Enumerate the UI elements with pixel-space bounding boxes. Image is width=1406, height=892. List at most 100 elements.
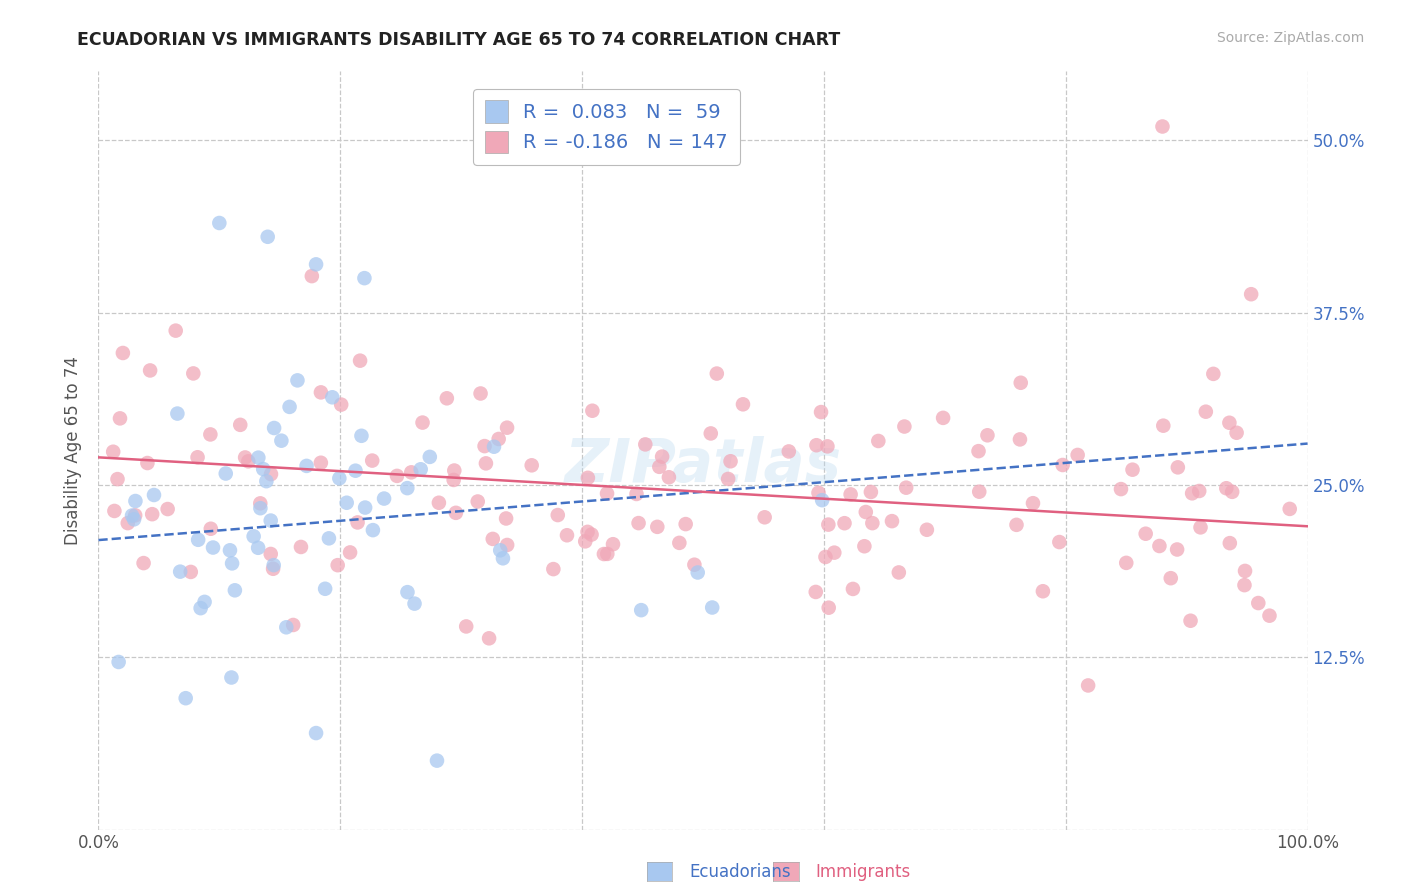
Point: [1005, 517, 1028, 532]
Point: [1219, 536, 1241, 550]
Point: [290, 540, 312, 554]
Point: [256, 229, 278, 244]
Point: [496, 420, 519, 434]
Point: [492, 551, 515, 566]
Point: [1052, 458, 1074, 472]
Point: [1135, 526, 1157, 541]
Point: [396, 481, 419, 495]
Point: [1258, 608, 1281, 623]
Point: [373, 491, 395, 506]
Point: [842, 582, 865, 596]
Point: [200, 427, 222, 442]
Point: [817, 517, 839, 532]
Point: [419, 450, 441, 464]
Point: [860, 516, 883, 530]
Point: [717, 472, 740, 486]
Point: [1234, 564, 1257, 578]
Point: [706, 367, 728, 381]
Point: [443, 473, 465, 487]
Point: [1008, 433, 1031, 447]
Point: [1115, 556, 1137, 570]
Point: [478, 632, 501, 646]
Point: [354, 500, 377, 515]
Point: [295, 458, 318, 473]
Point: [470, 386, 492, 401]
Point: [252, 462, 274, 476]
Point: [385, 469, 408, 483]
Point: [427, 496, 450, 510]
Point: [475, 456, 498, 470]
Point: [976, 428, 998, 442]
Point: [456, 619, 478, 633]
Point: [720, 454, 742, 468]
Point: [634, 437, 657, 451]
Point: [868, 434, 890, 448]
Point: [249, 496, 271, 510]
Point: [321, 390, 343, 404]
Point: [247, 450, 270, 465]
Point: [143, 488, 166, 502]
Point: [166, 407, 188, 421]
Point: [647, 520, 669, 534]
Point: [495, 511, 517, 525]
Point: [108, 411, 131, 425]
Point: [404, 597, 426, 611]
Point: [326, 558, 349, 573]
Point: [318, 532, 340, 546]
Point: [1166, 542, 1188, 557]
Point: [481, 532, 503, 546]
Point: [215, 467, 238, 481]
Point: [247, 541, 270, 555]
Point: [180, 565, 202, 579]
Point: [396, 585, 419, 599]
Point: [224, 583, 246, 598]
Point: [683, 558, 706, 572]
Point: [124, 494, 146, 508]
Point: [1149, 539, 1171, 553]
Point: [668, 536, 690, 550]
Point: [309, 385, 332, 400]
Point: [1010, 376, 1032, 390]
Text: ZIPatlas: ZIPatlas: [564, 436, 842, 495]
Point: [702, 600, 724, 615]
Point: [305, 257, 328, 271]
Point: [238, 454, 260, 468]
Point: [165, 324, 187, 338]
Point: [260, 514, 283, 528]
Point: [1180, 614, 1202, 628]
Point: [1152, 418, 1174, 433]
Point: [361, 523, 384, 537]
Point: [287, 373, 309, 387]
Point: [278, 400, 301, 414]
Point: [1218, 416, 1240, 430]
Point: [576, 524, 599, 539]
Point: [283, 618, 305, 632]
Point: [859, 485, 882, 500]
Point: [581, 527, 603, 541]
Point: [1047, 535, 1070, 549]
Point: [778, 444, 800, 458]
Point: [658, 470, 681, 484]
Point: [254, 474, 277, 488]
Point: [136, 456, 159, 470]
Point: [593, 547, 616, 561]
Point: [574, 534, 596, 549]
Point: [426, 754, 449, 768]
Point: [443, 463, 465, 477]
Point: [301, 269, 323, 284]
Point: [169, 565, 191, 579]
Point: [260, 467, 283, 482]
Point: [249, 501, 271, 516]
Point: [263, 421, 285, 435]
Point: [467, 494, 489, 508]
Point: [853, 539, 876, 553]
Point: [107, 655, 129, 669]
Point: [815, 439, 838, 453]
Point: [309, 456, 332, 470]
Point: [814, 549, 837, 564]
Point: [1032, 584, 1054, 599]
Point: [262, 562, 284, 576]
Text: Immigrants: Immigrants: [815, 863, 911, 881]
Text: Source: ZipAtlas.com: Source: ZipAtlas.com: [1216, 31, 1364, 45]
Point: [314, 582, 336, 596]
